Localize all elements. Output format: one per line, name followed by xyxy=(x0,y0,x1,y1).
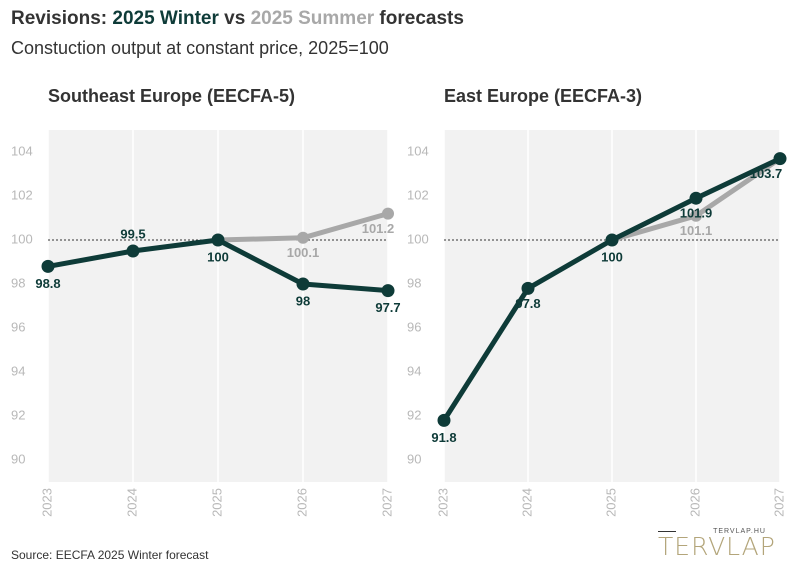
tervlap-logo: TERVLAP.HU TERVLAP xyxy=(658,528,778,561)
data-label-summer: 101.1 xyxy=(680,223,713,238)
panel-title-east: East Europe (EECFA-3) xyxy=(444,86,643,106)
data-point-winter xyxy=(437,413,451,427)
y-tick-label: 96 xyxy=(407,319,421,334)
data-point-winter xyxy=(773,152,787,166)
y-tick-label: 102 xyxy=(11,187,33,202)
data-label-winter: 97.8 xyxy=(515,296,540,311)
data-point-winter xyxy=(211,233,225,247)
y-tick-label: 104 xyxy=(407,143,429,158)
y-tick-label: 98 xyxy=(407,275,421,290)
data-label-summer: 100.1 xyxy=(287,245,320,260)
data-point-winter xyxy=(605,233,619,247)
data-label-winter: 97.7 xyxy=(375,300,400,315)
chart-title: Revisions: 2025 Winter vs 2025 Summer fo… xyxy=(11,8,464,30)
panel-title-southeast: Southeast Europe (EECFA-5) xyxy=(48,86,296,106)
y-tick-label: 92 xyxy=(11,407,25,422)
data-label-winter: 91.8 xyxy=(431,430,456,445)
x-tick-label: 2026 xyxy=(294,488,309,517)
data-point-winter xyxy=(126,244,140,258)
y-tick-label: 90 xyxy=(407,451,421,466)
data-label-winter: 99.5 xyxy=(120,226,145,241)
data-label-summer: 101.2 xyxy=(362,221,395,236)
data-point-winter xyxy=(41,259,55,273)
title-vs: vs xyxy=(218,8,251,29)
logo-small-text: TERVLAP.HU xyxy=(713,528,766,535)
x-tick-label: 2023 xyxy=(39,488,54,517)
x-tick-label: 2024 xyxy=(124,488,139,517)
data-point-winter xyxy=(521,281,535,295)
x-tick-label: 2023 xyxy=(435,488,450,517)
y-tick-label: 98 xyxy=(11,275,25,290)
logo-bar xyxy=(658,531,676,532)
x-tick-label: 2025 xyxy=(209,488,224,517)
title-winter: 2025 Winter xyxy=(112,8,219,29)
y-tick-label: 100 xyxy=(407,231,429,246)
data-label-winter: 98 xyxy=(296,293,310,308)
y-tick-label: 104 xyxy=(11,143,33,158)
x-tick-label: 2027 xyxy=(379,488,394,517)
data-point-summer xyxy=(382,207,394,220)
panel-0: 2023 2024 2025 2026 2027 90 92 94 96 98 100 102 104 1… xyxy=(11,130,401,517)
data-point-summer xyxy=(297,231,309,244)
data-label-winter: 98.8 xyxy=(35,276,60,291)
panel-1: 2023 2024 2025 2026 2027 90 92 94 96 98 100 102 104 1… xyxy=(407,130,787,517)
x-tick-label: 2025 xyxy=(603,488,618,517)
data-point-winter xyxy=(689,191,703,205)
source-note: Source: EECFA 2025 Winter forecast xyxy=(11,548,209,562)
data-label-winter: 101.9 xyxy=(680,206,713,221)
data-point-winter xyxy=(381,284,395,298)
title-prefix: Revisions: xyxy=(11,8,113,29)
chart-subtitle: Constuction output at constant price, 20… xyxy=(11,38,389,58)
data-point-summer xyxy=(690,209,702,222)
y-tick-label: 100 xyxy=(11,231,33,246)
logo-main-text: TERVLAP xyxy=(658,532,776,561)
x-tick-label: 2026 xyxy=(687,488,702,517)
data-label-winter: 103.7 xyxy=(750,166,783,181)
y-tick-label: 92 xyxy=(407,407,421,422)
data-point-winter xyxy=(296,277,310,291)
x-tick-label: 2027 xyxy=(771,488,786,517)
y-tick-label: 90 xyxy=(11,451,25,466)
y-tick-label: 102 xyxy=(407,187,429,202)
y-tick-label: 94 xyxy=(407,363,421,378)
y-tick-label: 94 xyxy=(11,363,25,378)
data-label-winter: 100 xyxy=(207,249,229,264)
title-suffix: forecasts xyxy=(374,8,464,29)
y-tick-label: 96 xyxy=(11,319,25,334)
title-summer: 2025 Summer xyxy=(250,8,375,29)
x-tick-label: 2024 xyxy=(519,488,534,517)
data-label-winter: 100 xyxy=(601,249,623,264)
